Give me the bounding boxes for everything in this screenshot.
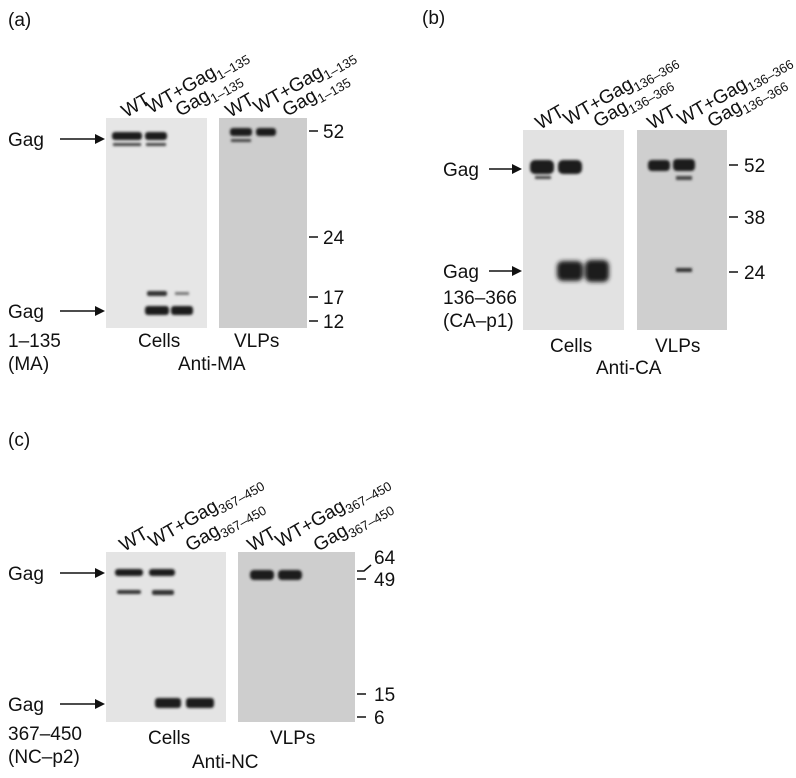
panel-c-cells-bands (115, 569, 214, 708)
band (145, 132, 167, 140)
panel-c-marker-6: 6 (374, 708, 385, 729)
band (256, 128, 276, 136)
panel-a-vlps-blot (219, 118, 307, 328)
panel-b-arrow-top-label: Gag (443, 160, 479, 181)
band (175, 292, 189, 295)
panel-c-vlps-label: VLPs (270, 728, 315, 749)
panel-b-vlps-label: VLPs (655, 336, 700, 357)
band (230, 128, 252, 136)
band (673, 159, 695, 171)
panel-b-bottom-label-line-1: 136–366 (443, 288, 517, 309)
panel-c-vlps-blot (238, 552, 355, 722)
panel-b-cells-bands-low (557, 260, 609, 282)
panel-c-marker-64: 64 (374, 548, 396, 569)
band (530, 160, 554, 174)
panel-b-cells-bands (530, 160, 582, 179)
panel-b-antibody-label: Anti-CA (596, 358, 662, 379)
panel-c-arrow-bottom-label: Gag (8, 695, 44, 716)
panel-c: (c) WT WT+Gag367–450 Gag367–450 WT WT+Ga… (8, 430, 397, 773)
band (115, 569, 143, 576)
panel-a-antibody-label: Anti-MA (178, 354, 246, 375)
panel-a-arrow-top-label: Gag (8, 130, 44, 151)
band (146, 143, 166, 146)
panel-b-tag: (b) (422, 8, 445, 29)
band (145, 306, 169, 315)
panel-b-marker-52: 52 (744, 156, 765, 177)
marker-tick (357, 564, 372, 572)
panel-c-cells-blot (106, 552, 226, 722)
panel-b-cells-label: Cells (550, 336, 592, 357)
panel-c-vlps-bands (250, 570, 302, 580)
panel-a-tag: (a) (8, 10, 31, 31)
panel-a-marker-12: 12 (323, 312, 344, 333)
band (149, 569, 175, 576)
panel-b: (b) WT WT+Gag136–366 Gag136–366 WT WT+Ga… (422, 8, 796, 379)
panel-a-marker-52: 52 (323, 122, 344, 143)
panel-a-bottom-label-line-1: 1–135 (8, 331, 61, 352)
panel-b-marker-24: 24 (744, 263, 766, 284)
panel-a-vlps-label: VLPs (234, 331, 279, 352)
band (278, 570, 302, 580)
panel-b-marker-38: 38 (744, 208, 765, 229)
band (231, 139, 251, 142)
panel-c-arrow-top-label: Gag (8, 564, 44, 585)
band (186, 698, 214, 708)
panel-a-cells-blot (106, 118, 207, 328)
band (558, 160, 582, 174)
band (155, 698, 181, 708)
band (648, 160, 670, 171)
panel-b-arrow-bottom-label: Gag (443, 262, 479, 283)
band (676, 268, 692, 272)
panel-a-vlps-bands (230, 128, 276, 142)
panel-b-bottom-label-line-2: (CA–p1) (443, 311, 514, 332)
band (152, 590, 174, 595)
panel-a-cells-bands (112, 132, 193, 315)
band (557, 261, 583, 281)
band (147, 291, 167, 296)
band (676, 176, 692, 180)
panel-c-bottom-label-line-2: (NC–p2) (8, 747, 80, 768)
panel-b-vlps-bands (648, 159, 695, 272)
panel-a: (a) WT WT+Gag1–135 Gag1–135 WT WT+Gag1–1… (8, 10, 360, 375)
band (112, 132, 142, 140)
panel-a-arrow-bottom-label: Gag (8, 302, 44, 323)
band (117, 590, 141, 594)
panel-c-marker-49: 49 (374, 570, 395, 591)
panel-c-marker-15: 15 (374, 685, 395, 706)
panel-a-marker-17: 17 (323, 288, 344, 309)
panel-c-antibody-label: Anti-NC (192, 752, 259, 773)
band (585, 260, 609, 282)
panel-a-cells-label: Cells (138, 331, 180, 352)
band (171, 306, 193, 315)
band (113, 143, 141, 146)
panel-a-bottom-label-line-2: (MA) (8, 354, 49, 375)
band (250, 570, 274, 580)
band (535, 176, 551, 179)
panel-a-marker-24: 24 (323, 228, 345, 249)
panel-c-cells-label: Cells (148, 728, 190, 749)
panel-c-bottom-label-line-1: 367–450 (8, 724, 82, 745)
panel-c-tag: (c) (8, 430, 30, 451)
panel-c-lane-1-label: WT (116, 523, 152, 556)
